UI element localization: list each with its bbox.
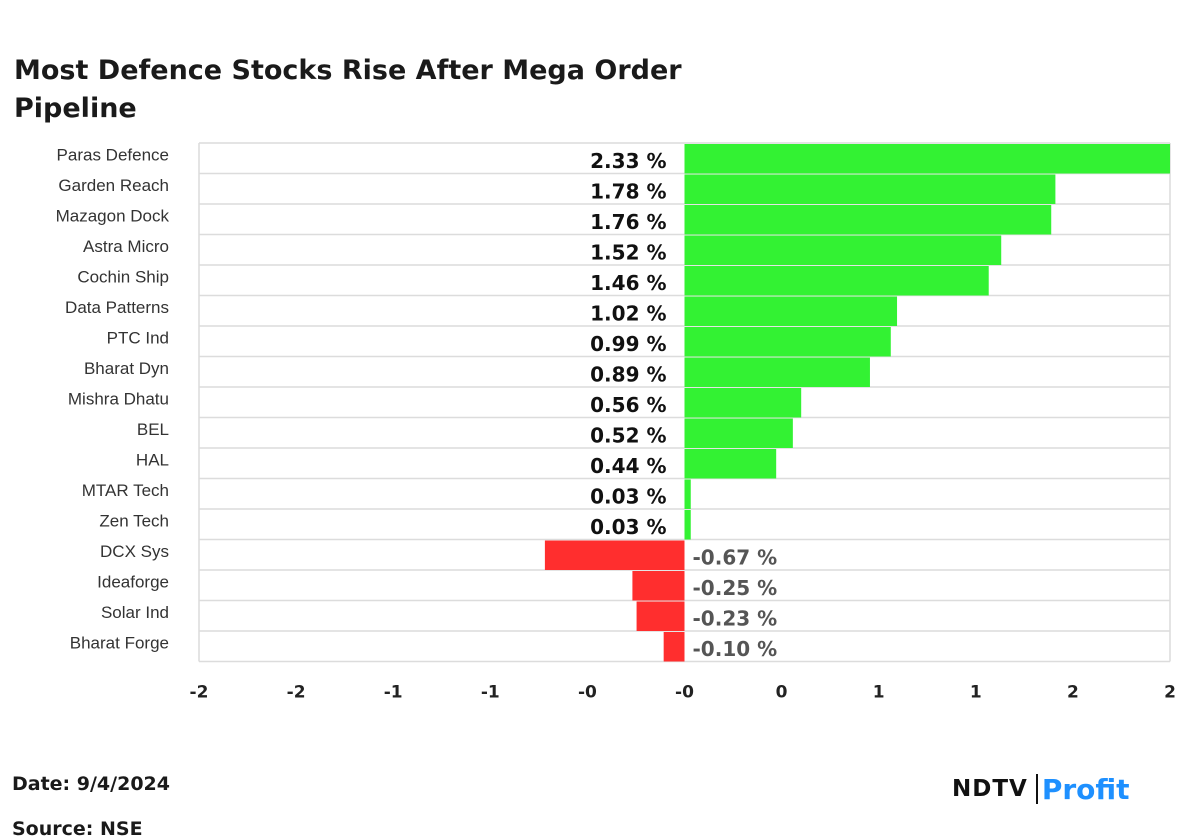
bar xyxy=(636,601,685,631)
bar xyxy=(684,266,989,296)
category-label: Paras Defence xyxy=(57,146,169,165)
value-labels: 2.33 % 1.78 % 1.76 % 1.52 % 1.46 % 1.02 % 0.99… xyxy=(590,149,777,661)
x-tick-label: -2 xyxy=(287,683,306,703)
value-label: -0.25 % xyxy=(693,576,778,600)
x-axis-ticks: -2 -2 -1 -1 -0 -0 0 1 1 2 2 xyxy=(190,683,1176,703)
value-label: -0.67 % xyxy=(693,545,778,569)
category-label: Garden Reach xyxy=(58,176,169,195)
x-tick-label: -1 xyxy=(481,683,500,703)
bar xyxy=(684,174,1056,204)
logo-separator xyxy=(1035,774,1038,804)
x-tick-label: 2 xyxy=(1067,683,1079,703)
x-tick-label: 1 xyxy=(970,683,982,703)
category-label: Astra Micro xyxy=(83,237,169,256)
bar xyxy=(684,327,891,357)
value-label: -0.23 % xyxy=(693,606,778,630)
category-label: BEL xyxy=(137,420,169,439)
value-label: 0.44 % xyxy=(590,454,666,478)
x-tick-label: 0 xyxy=(776,683,788,703)
value-label: 0.52 % xyxy=(590,423,666,447)
bar xyxy=(684,205,1052,235)
value-label: 1.76 % xyxy=(590,210,666,234)
category-label: Mishra Dhatu xyxy=(68,390,169,409)
value-label: -0.10 % xyxy=(693,637,778,661)
logo-ndtv-text: NDTV xyxy=(952,776,1028,802)
bar xyxy=(544,540,685,570)
category-label: Bharat Dyn xyxy=(84,359,169,378)
chart-title: Most Defence Stocks Rise After Mega Orde… xyxy=(14,55,682,124)
date-label: Date: 9/4/2024 xyxy=(12,773,170,795)
category-label: Cochin Ship xyxy=(77,268,169,287)
source-label: Source: NSE xyxy=(12,818,143,840)
category-label: Bharat Forge xyxy=(70,634,169,653)
value-label: 1.02 % xyxy=(590,301,666,325)
bar xyxy=(684,296,898,326)
bar xyxy=(632,571,685,601)
category-label: Mazagon Dock xyxy=(56,207,170,226)
category-label: DCX Sys xyxy=(100,542,169,561)
bar xyxy=(684,449,777,479)
bars xyxy=(544,144,1170,662)
x-tick-label: -0 xyxy=(675,683,694,703)
category-label: Ideaforge xyxy=(97,573,169,592)
x-tick-label: -0 xyxy=(578,683,597,703)
x-tick-label: -2 xyxy=(190,683,209,703)
bar-chart: Paras Defence Garden Reach Mazagon Dock Ast… xyxy=(56,142,1176,703)
value-label: 0.03 % xyxy=(590,484,666,508)
category-label: HAL xyxy=(136,451,169,470)
value-label: 0.03 % xyxy=(590,515,666,539)
bar xyxy=(684,235,1002,265)
value-label: 0.56 % xyxy=(590,393,666,417)
logo-profit-text: Profit xyxy=(1041,772,1130,806)
value-label: 0.99 % xyxy=(590,332,666,356)
x-tick-label: 2 xyxy=(1164,683,1176,703)
value-label: 0.89 % xyxy=(590,362,666,386)
bar xyxy=(684,357,870,387)
ndtv-profit-logo: NDTV Profit xyxy=(952,772,1130,806)
bar xyxy=(663,632,685,662)
bar xyxy=(684,510,691,540)
category-label: Solar Ind xyxy=(101,603,169,622)
x-tick-label: -1 xyxy=(384,683,403,703)
category-label: PTC Ind xyxy=(107,329,169,348)
bar xyxy=(684,479,691,509)
value-label: 2.33 % xyxy=(590,149,666,173)
category-label: MTAR Tech xyxy=(82,481,169,500)
bar xyxy=(684,144,1170,174)
value-label: 1.46 % xyxy=(590,271,666,295)
value-label: 1.78 % xyxy=(590,179,666,203)
x-tick-label: 1 xyxy=(873,683,885,703)
bar xyxy=(684,418,793,448)
bar xyxy=(684,388,802,418)
category-labels: Paras Defence Garden Reach Mazagon Dock Ast… xyxy=(56,146,170,653)
value-label: 1.52 % xyxy=(590,240,666,264)
category-label: Data Patterns xyxy=(65,298,169,317)
category-label: Zen Tech xyxy=(99,512,169,531)
